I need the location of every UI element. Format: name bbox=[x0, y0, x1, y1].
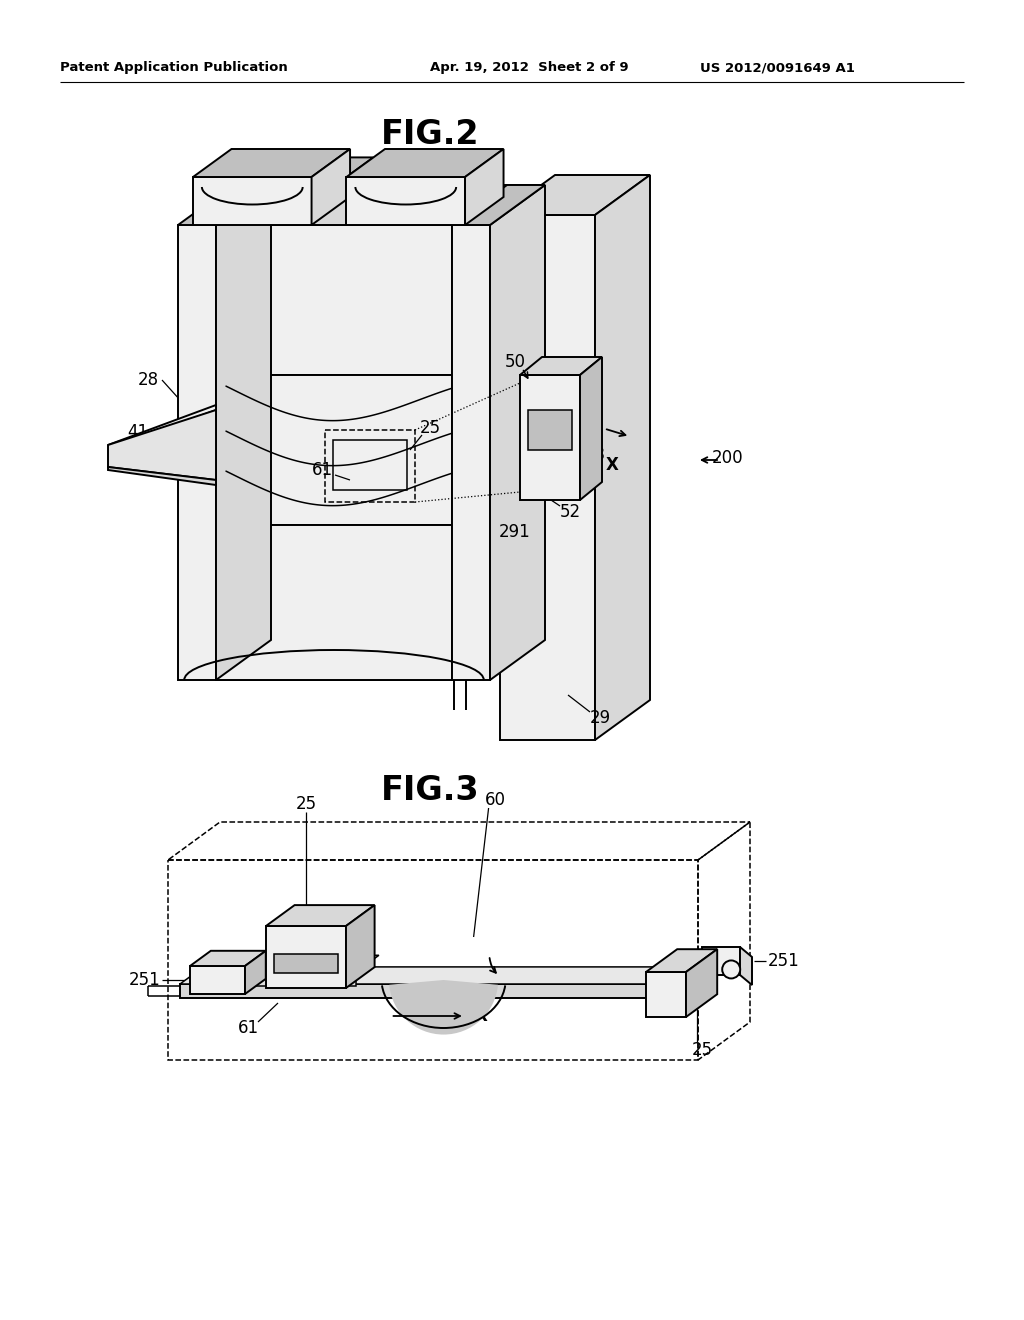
Text: 251: 251 bbox=[128, 972, 160, 989]
Polygon shape bbox=[266, 906, 375, 927]
Text: 291: 291 bbox=[499, 523, 530, 541]
Polygon shape bbox=[233, 185, 271, 640]
Polygon shape bbox=[256, 956, 379, 972]
Wedge shape bbox=[389, 979, 498, 1035]
Polygon shape bbox=[180, 983, 686, 998]
Polygon shape bbox=[490, 185, 545, 680]
Text: 60: 60 bbox=[485, 791, 506, 809]
Polygon shape bbox=[274, 954, 338, 973]
Polygon shape bbox=[311, 149, 350, 224]
Text: 50: 50 bbox=[505, 352, 525, 371]
Text: 25: 25 bbox=[420, 418, 440, 437]
Polygon shape bbox=[465, 149, 504, 224]
Polygon shape bbox=[108, 467, 216, 484]
Polygon shape bbox=[346, 906, 375, 987]
Polygon shape bbox=[686, 949, 717, 1016]
Polygon shape bbox=[452, 224, 490, 680]
Text: Apr. 19, 2012  Sheet 2 of 9: Apr. 19, 2012 Sheet 2 of 9 bbox=[430, 62, 629, 74]
Polygon shape bbox=[190, 950, 266, 966]
Polygon shape bbox=[108, 405, 216, 447]
Polygon shape bbox=[216, 185, 271, 680]
Polygon shape bbox=[580, 356, 602, 500]
Text: 61: 61 bbox=[311, 461, 333, 479]
Polygon shape bbox=[500, 176, 650, 215]
Text: Patent Application Publication: Patent Application Publication bbox=[60, 62, 288, 74]
Text: FIG.2: FIG.2 bbox=[381, 119, 479, 152]
Text: FIG.3: FIG.3 bbox=[381, 774, 479, 807]
Polygon shape bbox=[245, 950, 266, 994]
Polygon shape bbox=[216, 375, 452, 525]
Polygon shape bbox=[216, 224, 452, 375]
Text: 61: 61 bbox=[238, 1019, 259, 1038]
Polygon shape bbox=[520, 375, 580, 500]
Polygon shape bbox=[500, 215, 595, 741]
Text: 200: 200 bbox=[712, 449, 743, 467]
Text: US 2012/0091649 A1: US 2012/0091649 A1 bbox=[700, 62, 855, 74]
Polygon shape bbox=[595, 176, 650, 741]
Text: 41: 41 bbox=[127, 422, 148, 441]
Polygon shape bbox=[180, 966, 710, 983]
Polygon shape bbox=[646, 972, 686, 1016]
Polygon shape bbox=[178, 185, 271, 224]
Text: 42: 42 bbox=[319, 169, 341, 187]
Text: 29: 29 bbox=[590, 709, 610, 727]
Polygon shape bbox=[266, 927, 346, 987]
Text: 28: 28 bbox=[137, 371, 159, 389]
Polygon shape bbox=[702, 946, 740, 975]
Polygon shape bbox=[193, 149, 350, 177]
Polygon shape bbox=[507, 185, 545, 640]
Circle shape bbox=[722, 961, 740, 978]
Polygon shape bbox=[740, 946, 752, 985]
Text: 51: 51 bbox=[564, 370, 586, 387]
Polygon shape bbox=[528, 411, 572, 450]
Text: X: X bbox=[474, 1007, 487, 1026]
Polygon shape bbox=[452, 185, 545, 224]
Text: X: X bbox=[605, 455, 618, 474]
Text: 25: 25 bbox=[691, 1041, 713, 1059]
Text: 251: 251 bbox=[768, 952, 800, 970]
Polygon shape bbox=[646, 949, 717, 972]
Polygon shape bbox=[520, 356, 602, 375]
Polygon shape bbox=[311, 157, 374, 177]
Text: 53: 53 bbox=[585, 446, 605, 465]
Polygon shape bbox=[108, 411, 216, 480]
Polygon shape bbox=[190, 966, 245, 994]
Polygon shape bbox=[256, 972, 356, 986]
Polygon shape bbox=[216, 185, 507, 224]
Polygon shape bbox=[346, 149, 504, 177]
Polygon shape bbox=[178, 224, 216, 680]
Polygon shape bbox=[346, 177, 465, 224]
Text: 25: 25 bbox=[296, 795, 316, 813]
Polygon shape bbox=[193, 177, 311, 224]
Text: 52: 52 bbox=[559, 503, 581, 521]
Polygon shape bbox=[216, 525, 452, 680]
